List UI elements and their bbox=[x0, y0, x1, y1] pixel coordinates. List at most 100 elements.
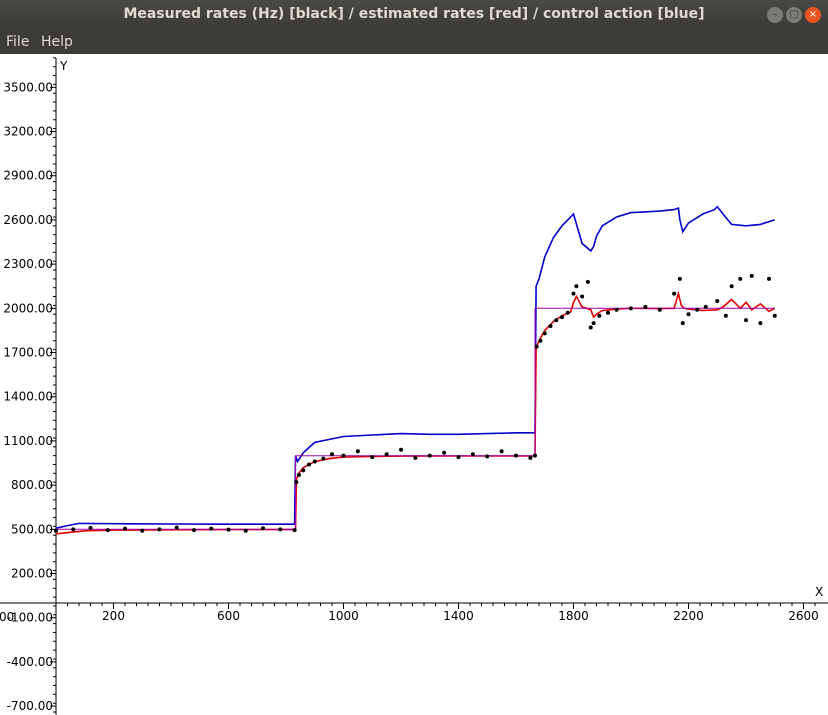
y-tick-label: 1100.00 bbox=[3, 434, 53, 448]
x-tick-label: 1000 bbox=[328, 609, 359, 623]
estimated-rates-line bbox=[55, 290, 776, 535]
measured-rates-point bbox=[538, 338, 543, 343]
x-tick-label: 2600 bbox=[788, 609, 819, 623]
y-axis-label: Y bbox=[59, 59, 68, 73]
measured-rates-point bbox=[71, 527, 76, 532]
measured-rates-point bbox=[226, 527, 231, 532]
measured-rates-point bbox=[534, 344, 539, 349]
measured-rates-point bbox=[772, 313, 777, 318]
measured-rates-point bbox=[307, 462, 311, 467]
y-tick-label: -700.00 bbox=[7, 699, 53, 713]
close-button[interactable]: × bbox=[805, 7, 821, 23]
measured-rates-point bbox=[629, 306, 633, 311]
y-tick-label: 2000.00 bbox=[3, 301, 53, 315]
x-tick-label: 1800 bbox=[558, 609, 589, 623]
measured-rates-point bbox=[370, 455, 375, 460]
measured-rates-point bbox=[499, 449, 504, 454]
measured-rates-point bbox=[580, 294, 585, 299]
measured-rates-point bbox=[105, 528, 110, 533]
measured-rates-point bbox=[723, 313, 728, 318]
measured-rates-point bbox=[542, 331, 547, 336]
menu-bar: File Help bbox=[0, 31, 828, 54]
x-tick-label: 1400 bbox=[443, 609, 474, 623]
control-action-line bbox=[55, 205, 776, 529]
measured-rates-point bbox=[738, 276, 743, 281]
measured-rates-point bbox=[548, 324, 553, 329]
measured-rates-point bbox=[657, 307, 662, 312]
measured-rates-point bbox=[528, 455, 533, 460]
measured-rates-point bbox=[686, 312, 691, 317]
y-tick-label: 1400.00 bbox=[3, 390, 53, 404]
plot-area: Y X 00 3500.00 3200.00 2900.00 2600.00 2300.00 2… bbox=[0, 54, 828, 715]
measured-rates-point bbox=[442, 450, 447, 455]
measured-rates-point bbox=[677, 276, 682, 281]
x-tick-label: 2200 bbox=[673, 609, 704, 623]
window-titlebar[interactable]: Measured rates (Hz) [black] / estimated … bbox=[0, 0, 828, 31]
measured-rates-point bbox=[554, 318, 559, 323]
measured-rates-point bbox=[767, 276, 771, 281]
measured-rates-point bbox=[456, 455, 461, 460]
measured-rates-point bbox=[591, 321, 596, 326]
minimize-button[interactable]: – bbox=[767, 7, 783, 23]
y-tick-label: 200.00 bbox=[11, 567, 53, 581]
window-title: Measured rates (Hz) [black] / estimated … bbox=[123, 6, 705, 22]
maximize-icon: □ bbox=[789, 9, 799, 20]
measured-rates-point bbox=[341, 453, 346, 458]
measured-rates-point bbox=[321, 456, 326, 461]
measured-rates-point bbox=[209, 526, 214, 531]
rates-chart: Y X 00 3500.00 3200.00 2900.00 2600.00 2300.00 2… bbox=[0, 57, 828, 715]
measured-rates-point bbox=[399, 447, 403, 452]
measured-rates-point bbox=[312, 459, 317, 464]
menu-help[interactable]: Help bbox=[41, 34, 73, 50]
measured-rates-point bbox=[514, 453, 518, 458]
minimize-icon: – bbox=[772, 9, 778, 20]
measured-rates-point bbox=[485, 454, 490, 459]
x-axis-label: X bbox=[815, 585, 823, 599]
y-tick-label: 2600.00 bbox=[3, 213, 53, 227]
measured-rates-point bbox=[88, 525, 93, 530]
measured-rates-point bbox=[571, 291, 576, 296]
measured-rates-point bbox=[355, 449, 360, 454]
measured-rates-point bbox=[758, 321, 763, 326]
y-tick-label: -100.00 bbox=[7, 611, 53, 625]
measured-rates-point bbox=[330, 452, 334, 457]
y-tick-label: 3500.00 bbox=[3, 80, 53, 94]
measured-rates-point bbox=[192, 528, 196, 533]
measured-rates-point bbox=[574, 284, 579, 289]
measured-rates-point bbox=[278, 527, 283, 532]
y-tick-label: -400.00 bbox=[7, 655, 53, 669]
measured-rates-point bbox=[261, 526, 265, 531]
setpoint-line bbox=[56, 307, 775, 530]
measured-rates-point bbox=[140, 528, 145, 533]
measured-rates-point bbox=[585, 279, 590, 284]
measured-rates-point bbox=[695, 307, 700, 312]
measured-rates-point bbox=[703, 304, 708, 309]
y-tick-label: 2900.00 bbox=[3, 169, 53, 183]
measured-rates-point bbox=[680, 321, 685, 326]
measured-rates-point bbox=[157, 527, 162, 532]
measured-rates-point bbox=[470, 452, 475, 457]
y-tick-label: 3200.00 bbox=[3, 125, 53, 139]
y-tick-label: 2300.00 bbox=[3, 257, 53, 271]
measured-rates-point bbox=[54, 528, 58, 533]
measured-rates-point bbox=[672, 291, 677, 296]
close-icon: × bbox=[808, 9, 818, 20]
x-origin-label: 00 bbox=[0, 610, 14, 624]
measured-rates-point bbox=[588, 325, 593, 330]
measured-rates-point bbox=[560, 315, 564, 320]
measured-rates-point bbox=[565, 310, 570, 315]
measured-rates-point bbox=[174, 525, 179, 530]
measured-rates-point bbox=[123, 526, 127, 531]
measured-rates-point bbox=[413, 455, 418, 460]
menu-file[interactable]: File bbox=[6, 34, 30, 50]
measured-rates-point bbox=[427, 453, 432, 458]
measured-rates-point bbox=[296, 472, 301, 477]
maximize-button[interactable]: □ bbox=[786, 7, 802, 23]
measured-rates-point bbox=[715, 298, 720, 303]
measured-rates-point bbox=[606, 310, 610, 315]
x-tick-label: 200 bbox=[102, 609, 125, 623]
measured-rates-point bbox=[643, 304, 648, 309]
measured-rates-point bbox=[729, 284, 734, 289]
measured-rates-point bbox=[301, 468, 306, 473]
measured-rates-point bbox=[597, 313, 602, 318]
